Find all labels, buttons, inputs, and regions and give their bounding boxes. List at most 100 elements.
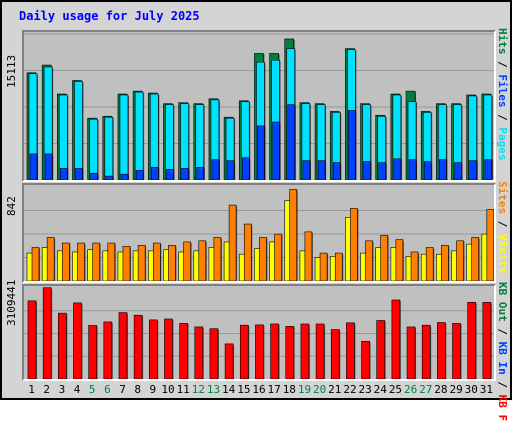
bottom-ymax-label: 3109441 <box>5 279 18 326</box>
sites-bar <box>289 189 298 281</box>
files-bar <box>134 91 144 180</box>
pages-bar <box>363 161 371 180</box>
legend-item: Sites <box>496 181 509 215</box>
kb-bar <box>361 340 370 379</box>
kb-bar <box>421 324 431 379</box>
files-bar <box>74 81 83 180</box>
legend-separator: / <box>496 374 509 395</box>
day-label: 23 <box>358 383 372 396</box>
pages-bar <box>469 160 477 180</box>
day-label: 21 <box>328 383 342 396</box>
sites-bar <box>168 244 176 281</box>
pages-bar <box>287 104 296 180</box>
day-label: 15 <box>237 383 251 396</box>
top-legend: Hits / Files / Pages <box>496 28 509 161</box>
kb-bar <box>467 302 476 379</box>
pages-bar <box>241 157 250 180</box>
top-ymax-label: 15113 <box>5 54 18 88</box>
sites-bar <box>107 242 116 281</box>
files-bar <box>210 99 220 180</box>
kb-bar <box>42 287 52 379</box>
files-bar <box>165 104 174 180</box>
sites-bar <box>77 242 85 281</box>
sites-bar <box>122 246 131 281</box>
sites-bar <box>380 234 389 281</box>
kb-bar <box>391 299 401 379</box>
sites-bar <box>319 252 328 281</box>
legend-item: KB F <box>496 394 509 421</box>
hits-files-pages-panel <box>22 30 496 182</box>
sites-bar <box>243 223 252 281</box>
files-bar <box>377 115 387 180</box>
legend-item: Visits <box>496 234 509 274</box>
legend-item: KB In <box>496 341 509 375</box>
pages-bar <box>257 125 265 180</box>
files-bar <box>483 94 493 180</box>
files-bar <box>422 112 432 180</box>
files-bar <box>392 94 402 180</box>
pages-bar <box>226 160 235 180</box>
day-label: 28 <box>434 383 448 396</box>
sites-bar <box>304 231 313 281</box>
pages-bar <box>393 158 402 180</box>
files-bar <box>271 59 280 180</box>
day-label: 20 <box>313 383 327 396</box>
visits-sites-panel <box>22 183 496 283</box>
kb-bar <box>164 318 173 379</box>
kb-bar <box>452 323 461 379</box>
legend-separator: / <box>496 321 509 342</box>
pages-bar <box>423 161 432 180</box>
kb-bar <box>27 300 37 379</box>
sites-bar <box>46 237 55 281</box>
sites-bar <box>62 242 70 281</box>
day-label: 9 <box>149 383 157 396</box>
kb-bar <box>270 323 279 379</box>
bottom-legend: KB Out / KB In / KB F <box>496 282 509 421</box>
sites-bar <box>92 242 100 281</box>
sites-bar <box>471 237 479 281</box>
day-label: 22 <box>343 383 357 396</box>
sites-bar <box>410 251 419 281</box>
day-label: 13 <box>206 383 221 396</box>
legend-item: Hits <box>496 28 509 55</box>
kb-bar <box>437 322 446 379</box>
kb-bar <box>406 326 416 379</box>
pages-bar <box>302 160 311 180</box>
pages-bar <box>332 162 341 180</box>
files-bar <box>316 104 326 180</box>
files-bar <box>240 101 250 180</box>
kb-bar <box>73 302 82 379</box>
day-label: 25 <box>388 383 403 396</box>
kb-bar <box>118 312 128 379</box>
files-bar <box>119 94 129 180</box>
hits-files-pages-chart <box>24 33 494 180</box>
sites-bar <box>395 239 404 281</box>
sites-bar <box>365 240 373 281</box>
sites-bar <box>486 209 494 281</box>
day-label: 7 <box>119 383 126 396</box>
files-bar <box>407 101 417 180</box>
pages-bar <box>105 175 114 180</box>
pages-bar <box>348 110 356 180</box>
day-label: 24 <box>373 383 387 396</box>
sites-bar <box>152 242 161 281</box>
files-bar <box>89 118 98 180</box>
files-bar <box>149 93 159 180</box>
pages-bar <box>211 159 220 180</box>
files-bar <box>43 66 53 180</box>
files-bar <box>438 104 447 180</box>
kb-bar <box>133 314 143 379</box>
pages-bar <box>272 121 280 180</box>
files-bar <box>195 104 205 180</box>
files-bar <box>453 104 462 180</box>
legend-separator: / <box>496 214 509 234</box>
sites-bar <box>183 241 191 281</box>
pages-bar <box>408 159 417 180</box>
sites-bar <box>228 204 237 281</box>
legend-item: Pages <box>496 127 509 161</box>
day-label: 2 <box>43 383 51 396</box>
pages-bar <box>150 167 159 180</box>
sites-bar <box>259 237 267 281</box>
day-label: 4 <box>73 383 81 396</box>
